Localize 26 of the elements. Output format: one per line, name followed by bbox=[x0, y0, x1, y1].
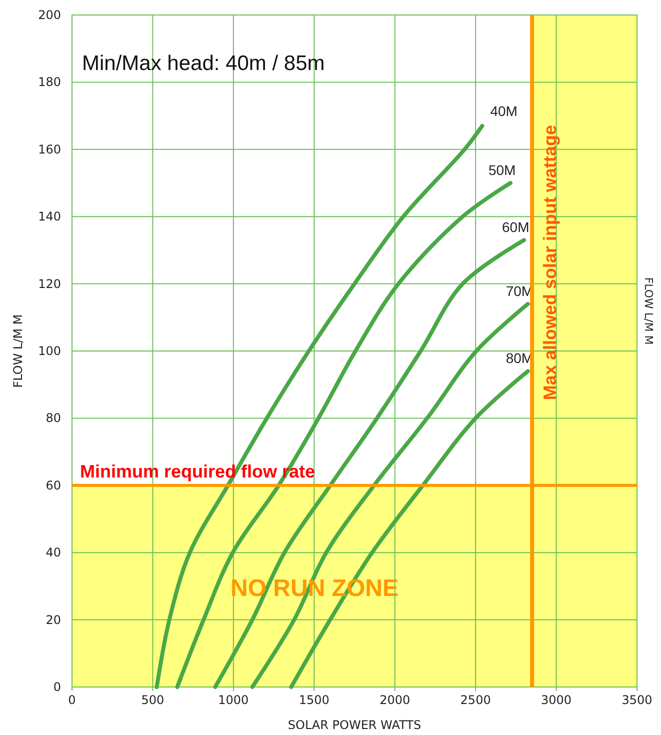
x-tick-label: 0 bbox=[68, 693, 76, 707]
y-tick-label: 200 bbox=[38, 8, 61, 22]
series-label: 40M bbox=[490, 102, 518, 119]
y-tick-label: 80 bbox=[46, 411, 61, 426]
ref-line-label: Max allowed solar input wattage bbox=[540, 125, 560, 400]
x-tick-label: 3000 bbox=[541, 693, 572, 707]
x-axis-title: SOLAR POWER WATTS bbox=[288, 718, 422, 732]
x-tick-label: 2500 bbox=[460, 693, 491, 707]
y-tick-label: 140 bbox=[38, 210, 61, 224]
y-tick-label: 180 bbox=[38, 75, 61, 90]
series-label: 60M bbox=[502, 219, 530, 236]
x-tick-label: 3500 bbox=[622, 693, 652, 707]
x-tick-label: 1500 bbox=[298, 693, 330, 707]
y2-axis-title: FLOW L/M M bbox=[642, 277, 655, 345]
y-tick-label: 160 bbox=[38, 142, 61, 156]
y-tick-label: 60 bbox=[46, 478, 61, 492]
x-tick-label: 1000 bbox=[218, 693, 249, 707]
x-tick-label: 2000 bbox=[380, 693, 410, 707]
y-tick-label: 0 bbox=[53, 680, 61, 694]
y-axis-title: FLOW L/M M bbox=[11, 314, 25, 388]
y-tick-label: 20 bbox=[46, 612, 61, 627]
y-tick-label: 100 bbox=[38, 344, 61, 358]
series-label: 50M bbox=[488, 162, 516, 178]
x-tick-label: 500 bbox=[141, 693, 164, 707]
y-tick-label: 120 bbox=[38, 276, 61, 291]
y-tick-label: 40 bbox=[46, 546, 61, 560]
